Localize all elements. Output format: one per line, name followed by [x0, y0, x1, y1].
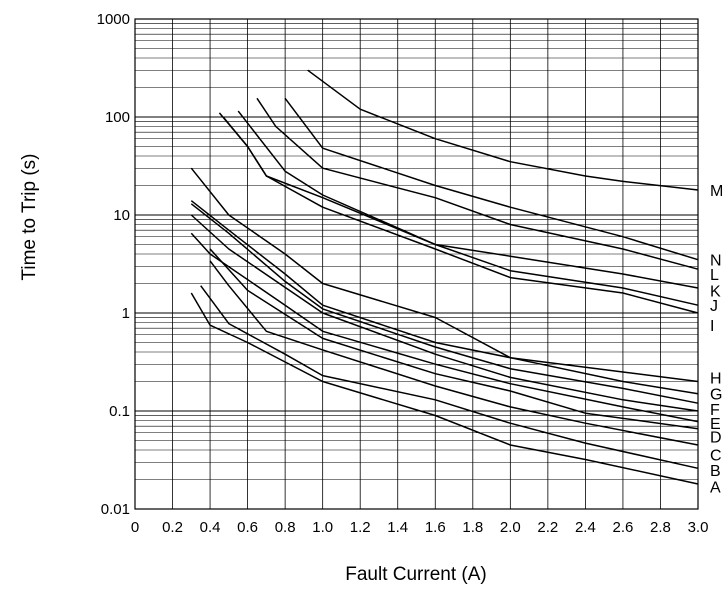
curve-c — [209, 260, 699, 446]
curve-label-b: B — [710, 463, 721, 480]
curve-label-j: J — [710, 298, 718, 315]
curve-label-l: L — [710, 267, 719, 284]
x-tick-label: 1.0 — [312, 519, 333, 536]
x-tick-label: 2.4 — [575, 519, 596, 536]
curve-label-k: K — [710, 283, 721, 300]
curve-e — [190, 232, 699, 423]
y-tick-label: 100 — [105, 109, 130, 126]
x-tick-label: 2.2 — [537, 519, 558, 536]
y-tick-label: 1000 — [97, 11, 130, 28]
x-axis-label: Fault Current (A) — [345, 564, 486, 585]
curve-label-g: G — [710, 387, 722, 404]
y-tick-label: 1 — [122, 305, 130, 322]
curve-label-m: M — [710, 183, 723, 200]
curve-label-a: A — [710, 479, 721, 496]
curve-label-c: C — [710, 447, 722, 464]
x-tick-label: 2.6 — [613, 519, 634, 536]
x-tick-label: 3.0 — [688, 519, 709, 536]
plot-frame — [134, 18, 699, 510]
x-tick-label: 2.0 — [500, 519, 521, 536]
curve-unlabeled — [307, 69, 699, 191]
curve-f — [190, 214, 699, 412]
x-tick-label: 1.8 — [462, 519, 483, 536]
curve-label-d: D — [710, 429, 722, 446]
x-tick-label: 0 — [131, 519, 139, 536]
y-axis-label: Time to Trip (s) — [19, 153, 40, 280]
curve-i — [190, 167, 699, 383]
curve-m — [284, 97, 699, 261]
x-tick-label: 0.2 — [162, 519, 183, 536]
major-gridlines — [134, 18, 699, 510]
curve-j — [218, 112, 699, 314]
curve-k — [222, 116, 699, 306]
y-tick-labels: 0.01 0.1 1 10 100 1000 — [97, 11, 130, 518]
x-tick-labels: 0 0.2 0.4 0.6 0.8 1.0 1.2 1.4 1.6 1.8 2.0 2.2 2.4 2.6… — [131, 519, 709, 536]
curve-b — [200, 285, 699, 470]
curve-label-e: E — [710, 416, 721, 433]
y-tick-label: 0.1 — [109, 403, 130, 420]
curve-label-h: H — [710, 370, 722, 387]
trip-curves — [190, 69, 699, 485]
x-tick-label: 0.6 — [237, 519, 258, 536]
x-tick-label: 1.4 — [387, 519, 408, 536]
x-tick-label: 1.2 — [350, 519, 371, 536]
curve-label-f: F — [710, 402, 720, 419]
minor-gridlines — [135, 23, 698, 480]
x-tick-label: 0.8 — [275, 519, 296, 536]
curve-d — [209, 248, 699, 430]
curve-n — [256, 97, 699, 270]
y-tick-label: 0.01 — [101, 501, 130, 518]
curve-l — [237, 110, 699, 289]
x-tick-label: 2.8 — [650, 519, 671, 536]
x-tick-label: 1.6 — [425, 519, 446, 536]
curve-a — [190, 292, 699, 485]
curve-h — [190, 200, 699, 395]
curve-label-n: N — [710, 253, 722, 270]
x-tick-label: 0.4 — [200, 519, 221, 536]
curve-g — [190, 203, 699, 404]
curve-label-i: I — [710, 318, 714, 335]
y-tick-label: 10 — [113, 207, 130, 224]
